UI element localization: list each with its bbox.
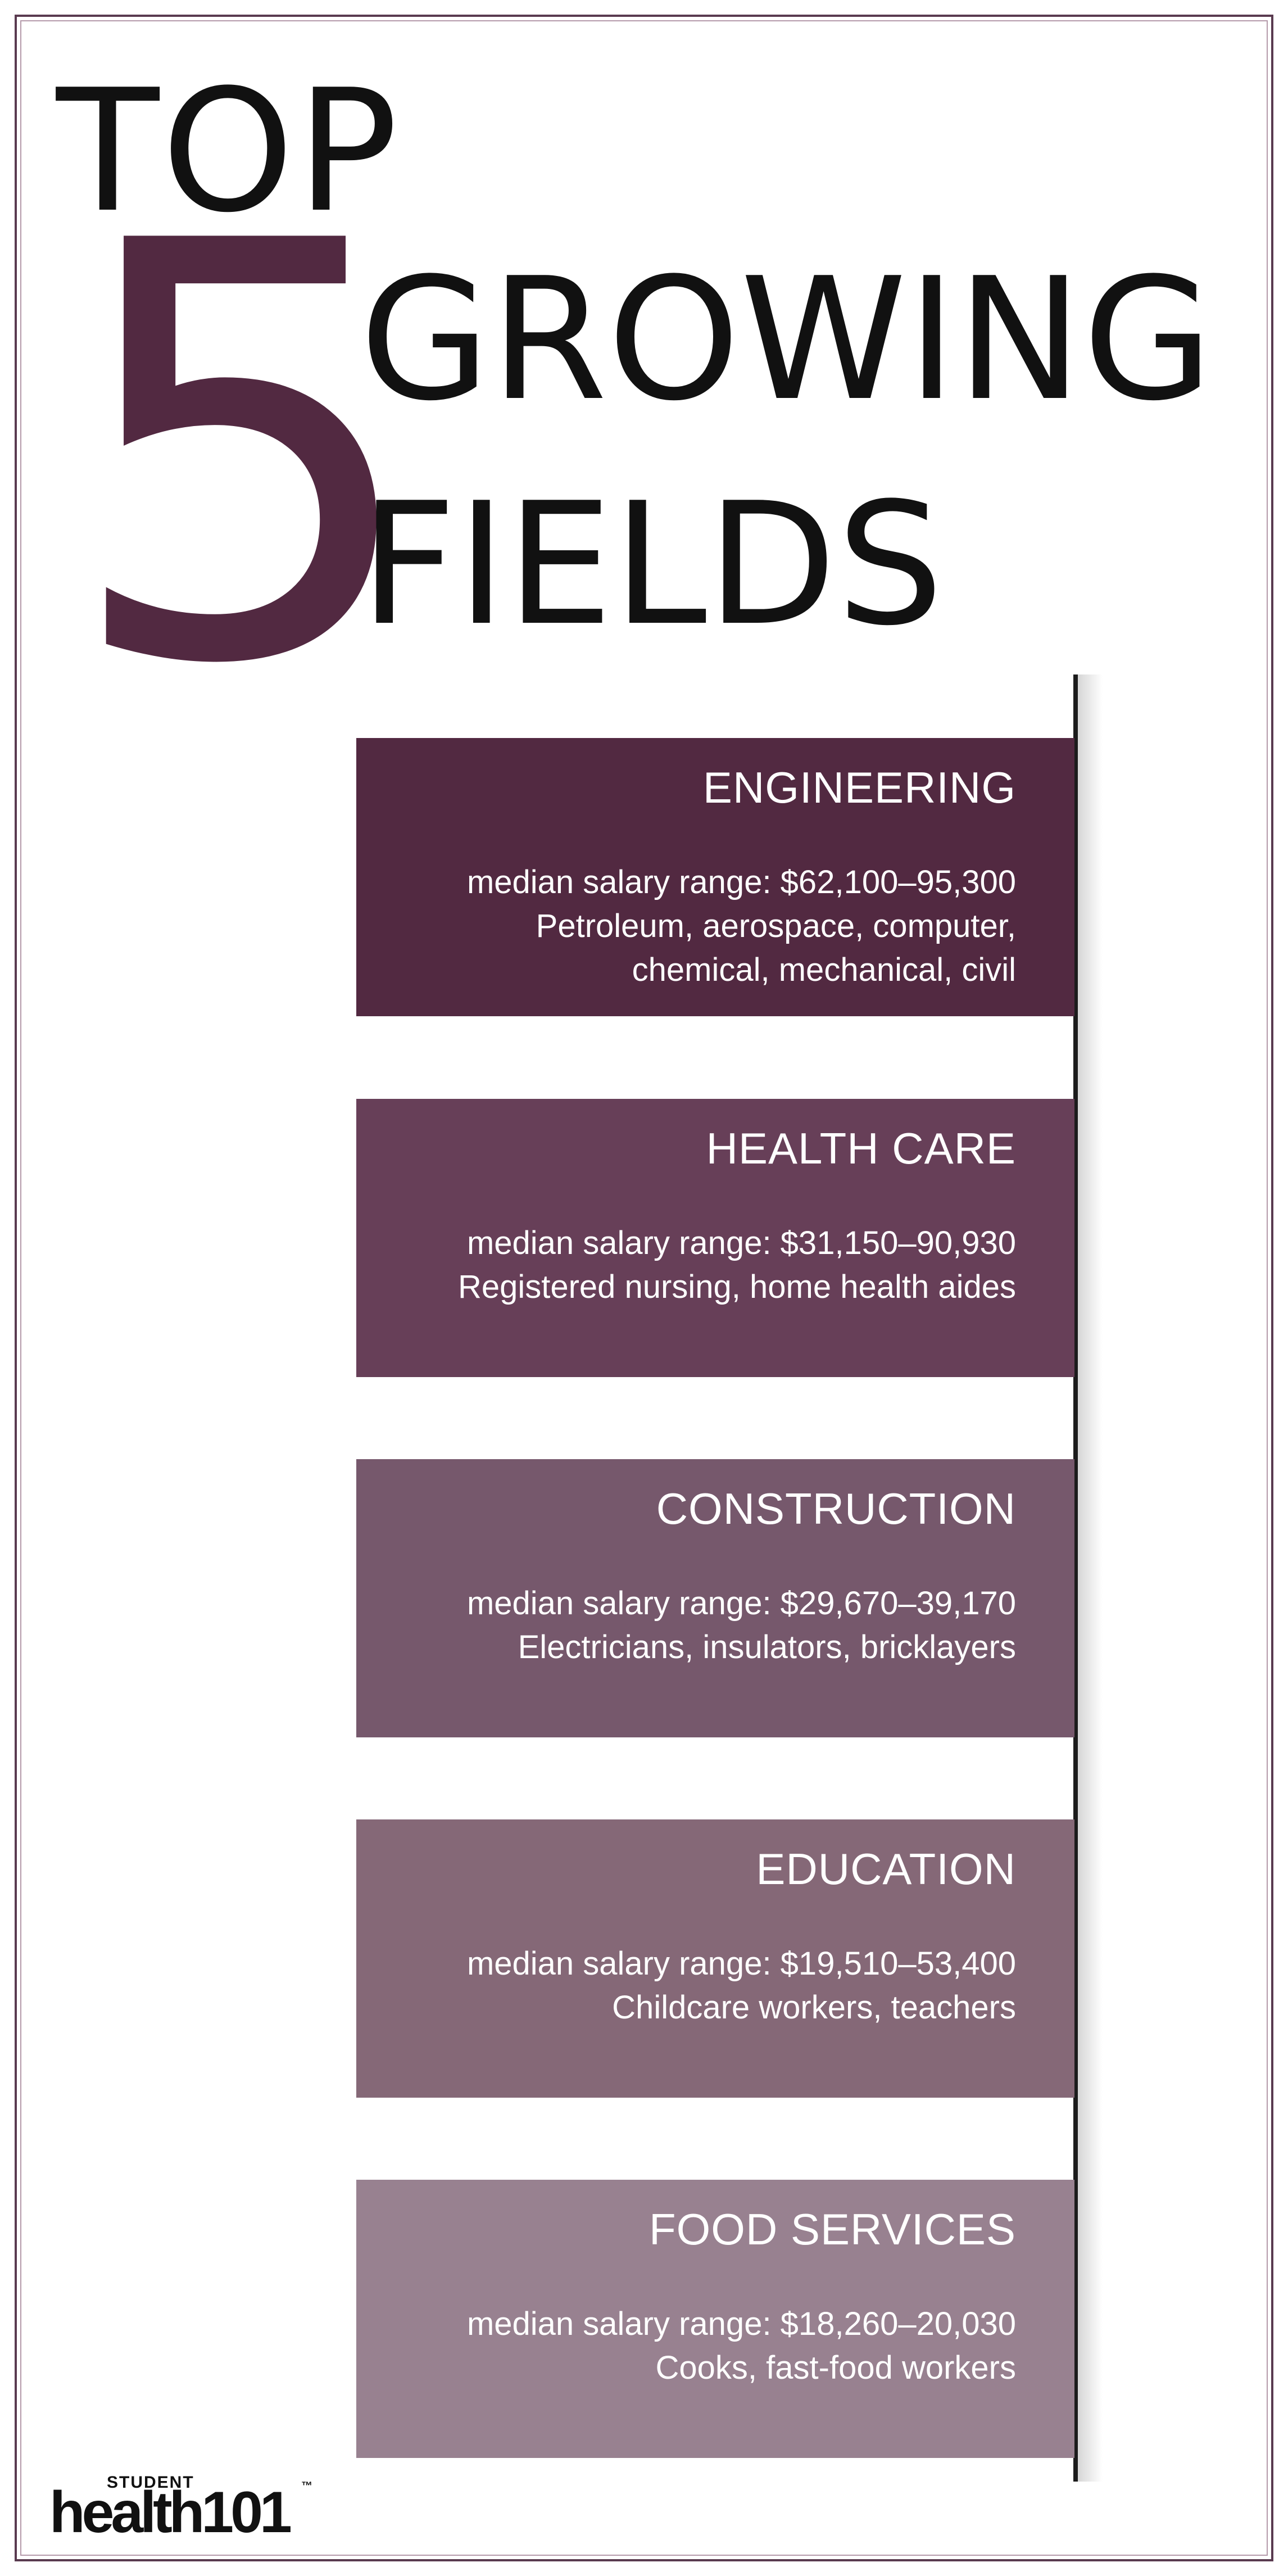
field-card-construction: CONSTRUCTION median salary range: $29,67…: [356, 1459, 1074, 1737]
title-growing: GROWING: [360, 242, 1214, 438]
inner-border: [20, 20, 1268, 2556]
field-jobs: Electricians, insulators, bricklayers: [518, 1628, 1016, 1665]
field-salary: median salary range: $19,510–53,400: [466, 1945, 1016, 1982]
field-card-education: EDUCATION median salary range: $19,510–5…: [356, 1819, 1074, 2098]
field-name: ENGINEERING: [702, 763, 1016, 812]
field-name: EDUCATION: [756, 1844, 1016, 1894]
title-number: 5: [62, 121, 427, 789]
spine-shadow: [1078, 674, 1103, 2482]
field-jobs-continued: chemical, mechanical, civil: [632, 952, 1016, 989]
logo-trademark: ™: [301, 2480, 312, 2492]
field-name: CONSTRUCTION: [656, 1484, 1016, 1533]
field-salary: median salary range: $29,670–39,170: [466, 1584, 1016, 1622]
field-jobs: Cooks, fast-food workers: [655, 2349, 1016, 2386]
field-card-food-services: FOOD SERVICES median salary range: $18,2…: [356, 2180, 1074, 2458]
field-card-health-care: HEALTH CARE median salary range: $31,150…: [356, 1099, 1074, 1377]
field-salary: median salary range: $18,260–20,030: [466, 2305, 1016, 2342]
field-name: FOOD SERVICES: [648, 2204, 1016, 2254]
field-salary: median salary range: $31,150–90,930: [466, 1224, 1016, 1261]
field-name: HEALTH CARE: [706, 1124, 1016, 1173]
title-top: TOP: [56, 53, 401, 250]
field-jobs: Childcare workers, teachers: [612, 1989, 1016, 2026]
timeline-spine: [1073, 674, 1078, 2482]
field-jobs: Petroleum, aerospace, computer,: [536, 907, 1016, 944]
field-salary: median salary range: $62,100–95,300: [466, 863, 1016, 900]
title-fields: FIELDS: [360, 467, 944, 663]
logo-main-text: health101: [49, 2480, 292, 2545]
field-card-engineering: ENGINEERING median salary range: $62,100…: [356, 738, 1074, 1016]
outer-border: [15, 15, 1273, 2561]
field-jobs: Registered nursing, home health aides: [457, 1268, 1016, 1305]
logo-student-text: STUDENT: [107, 2473, 194, 2492]
